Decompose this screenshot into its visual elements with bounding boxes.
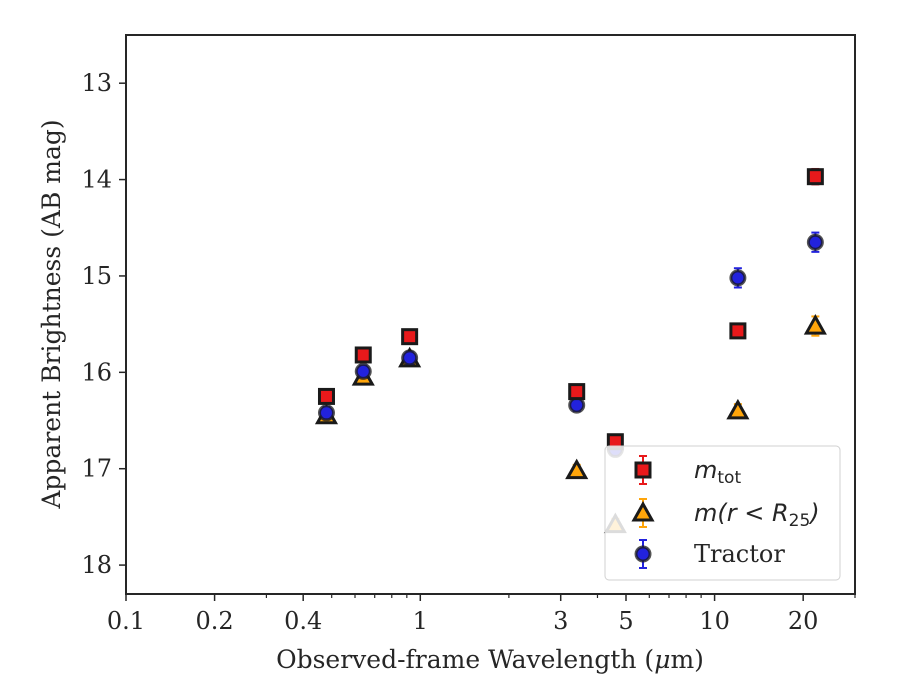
legend-label-m-r25: m(r < R25) xyxy=(694,499,820,531)
data-point-triangle xyxy=(565,458,589,480)
y-axis-label: Apparent Brightness (AB mag) xyxy=(37,119,66,509)
data-point-square xyxy=(568,383,586,401)
legend-label-tractor: Tractor xyxy=(694,540,785,568)
series-mtot xyxy=(317,167,824,451)
legend-label-mtot: mtot xyxy=(694,456,741,488)
legend-box xyxy=(604,445,841,581)
data-point-square xyxy=(806,168,824,186)
x-tick-label: 0.2 xyxy=(196,607,234,635)
legend-marker-circle xyxy=(634,545,652,563)
x-tick-label: 10 xyxy=(699,607,730,635)
data-point-circle xyxy=(317,404,335,422)
series-layer xyxy=(314,167,827,534)
x-tick-label: 0.4 xyxy=(284,607,322,635)
plot-frame xyxy=(125,34,856,595)
y-tick-label: 13 xyxy=(81,69,112,97)
data-point-square xyxy=(401,328,419,346)
x-tick-label: 1 xyxy=(413,607,428,635)
data-point-circle xyxy=(568,396,586,414)
data-point-square xyxy=(317,387,335,405)
legend: mtot m(r < R25) Tractor xyxy=(604,445,841,581)
legend-marker-triangle xyxy=(631,500,655,522)
data-point-square xyxy=(729,322,747,340)
data-point-circle xyxy=(729,269,747,287)
y-tick-label: 15 xyxy=(81,262,112,290)
y-tick-label: 18 xyxy=(81,551,112,579)
y-tick-label: 14 xyxy=(81,166,112,194)
data-point-square xyxy=(354,346,372,364)
x-tick-label: 3 xyxy=(553,607,568,635)
legend-markers xyxy=(631,455,655,569)
x-tick-label: 20 xyxy=(788,607,819,635)
data-point-circle xyxy=(806,233,824,251)
y-tick-label: 16 xyxy=(81,358,112,386)
x-tick-label: 0.1 xyxy=(107,607,145,635)
y-tick-label: 17 xyxy=(81,455,112,483)
data-point-circle xyxy=(354,362,372,380)
legend-marker-square xyxy=(634,461,652,479)
data-point-triangle xyxy=(803,314,827,335)
x-axis-label: Observed-frame Wavelength (μm) xyxy=(276,645,704,674)
x-tick-label: 5 xyxy=(618,607,633,635)
data-point-triangle xyxy=(726,398,750,420)
data-point-circle xyxy=(401,349,419,367)
